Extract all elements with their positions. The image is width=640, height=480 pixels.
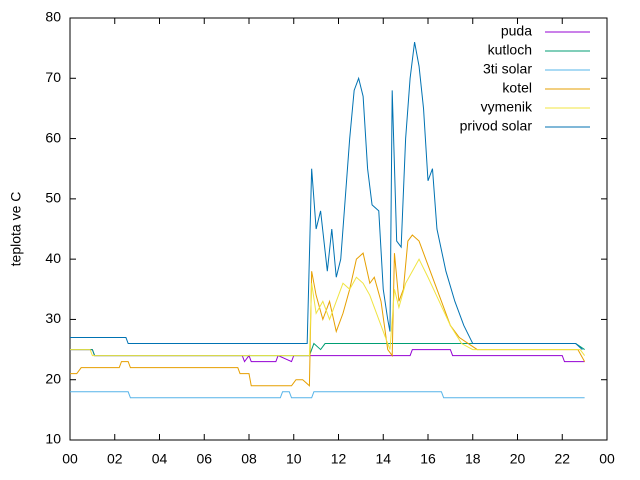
x-tick-label: 18 (465, 451, 481, 467)
y-axis-label: teplota ve C (8, 192, 24, 267)
y-tick-label: 80 (45, 9, 61, 25)
legend-label: kutloch (488, 42, 532, 58)
y-tick-label: 50 (45, 190, 61, 206)
x-tick-label: 00 (62, 451, 78, 467)
y-tick-label: 70 (45, 69, 61, 85)
legend-label: 3ti solar (483, 61, 532, 77)
x-tick-label: 16 (420, 451, 436, 467)
x-tick-label: 12 (331, 451, 347, 467)
series-line (70, 42, 583, 350)
legend-label: privod solar (460, 118, 533, 134)
x-tick-label: 20 (510, 451, 526, 467)
y-tick-label: 40 (45, 250, 61, 266)
x-tick-label: 08 (241, 451, 257, 467)
x-tick-label: 02 (107, 451, 123, 467)
y-tick-label: 20 (45, 370, 61, 386)
x-tick-label: 10 (286, 451, 302, 467)
series-line (70, 258, 586, 357)
x-tick-label: 00 (599, 451, 615, 467)
legend-label: kotel (502, 80, 532, 96)
x-tick-label: 06 (196, 451, 212, 467)
y-tick-label: 30 (45, 310, 61, 326)
legend-label: puda (501, 23, 532, 39)
legend-label: vymenik (481, 99, 533, 115)
y-tick-label: 10 (45, 431, 61, 447)
series-line (70, 234, 586, 387)
x-tick-label: 04 (152, 451, 168, 467)
y-tick-label: 60 (45, 129, 61, 145)
x-tick-label: 22 (554, 451, 570, 467)
x-tick-label: 14 (375, 451, 391, 467)
series-line (70, 391, 585, 399)
